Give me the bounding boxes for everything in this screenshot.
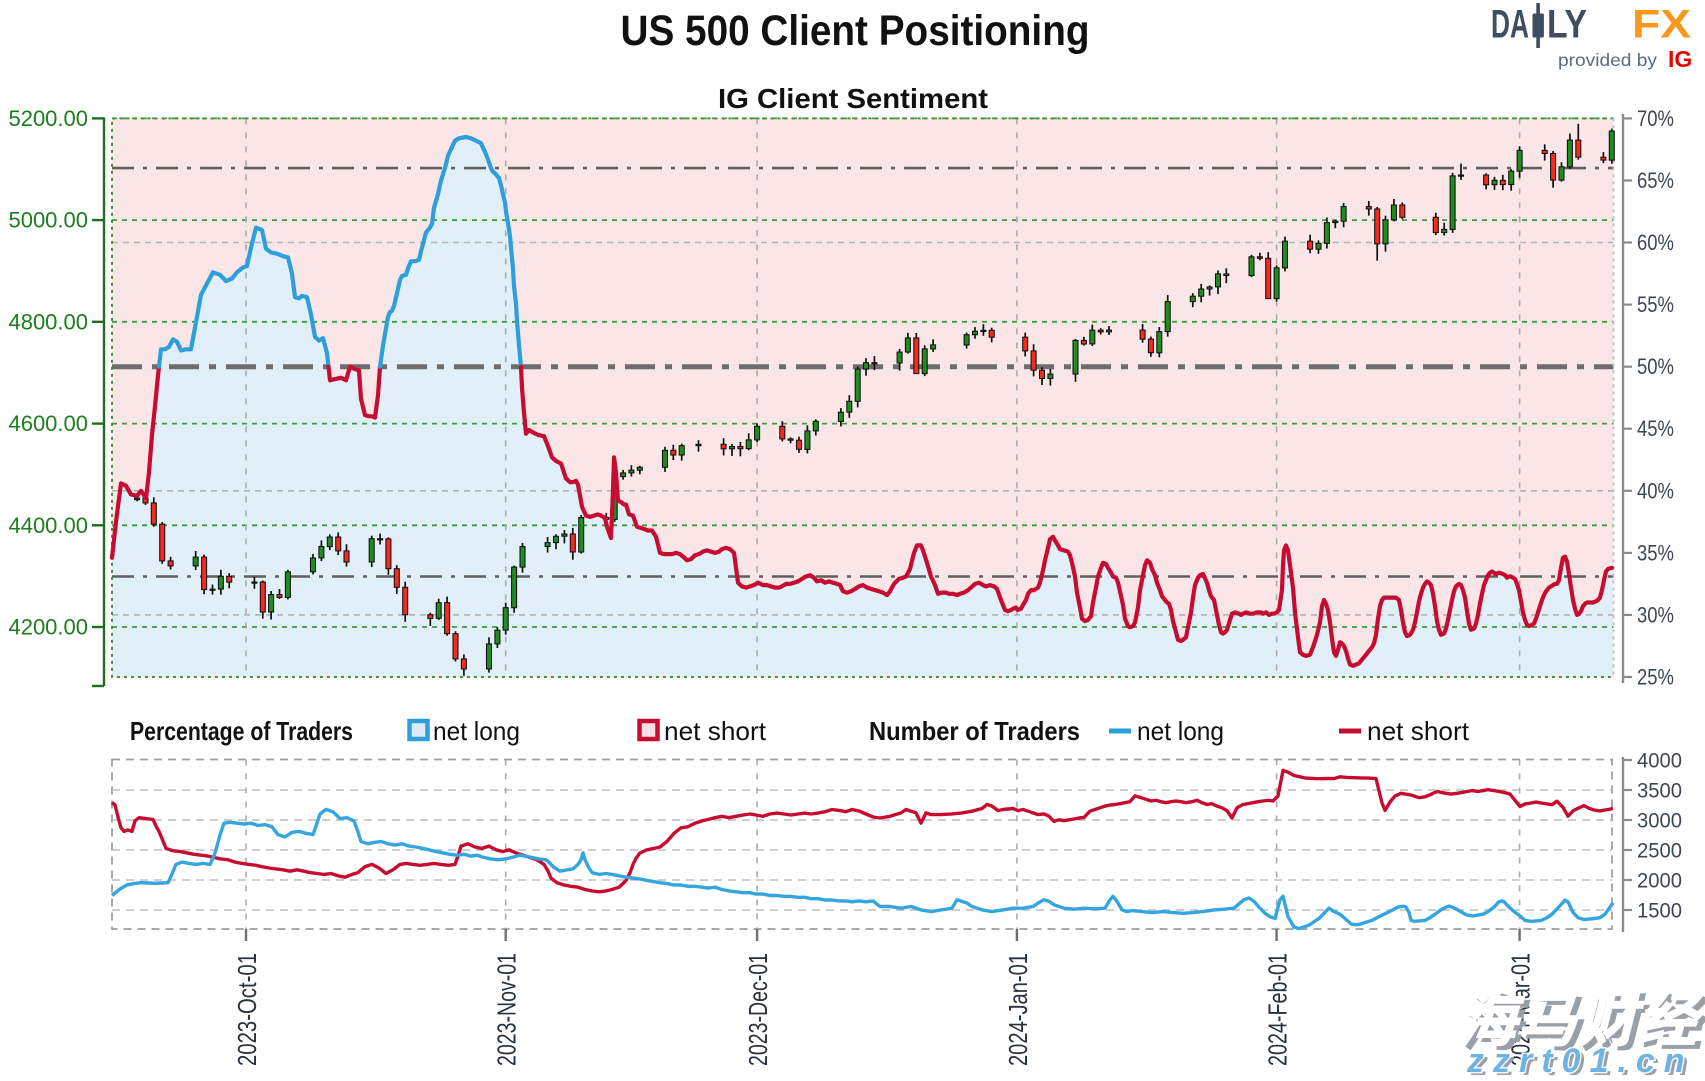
- svg-text:zzrt01.cn: zzrt01.cn: [1470, 1045, 1698, 1076]
- svg-text:4800.00: 4800.00: [8, 309, 88, 334]
- svg-text:provided by: provided by: [1558, 50, 1657, 70]
- svg-text:2024-Feb-01: 2024-Feb-01: [1263, 953, 1293, 1066]
- svg-text:2024-Jan-01: 2024-Jan-01: [1003, 953, 1033, 1066]
- svg-text:2023-Dec-01: 2023-Dec-01: [743, 953, 773, 1066]
- svg-text:FX: FX: [1632, 3, 1691, 47]
- svg-text:net long: net long: [1137, 716, 1224, 746]
- svg-text:net short: net short: [664, 716, 767, 746]
- svg-text:25%: 25%: [1637, 665, 1674, 690]
- svg-text:zzrt01.cn: zzrt01.cn: [1466, 1042, 1694, 1076]
- svg-text:海马财经: 海马财经: [1458, 988, 1703, 1053]
- svg-text:DA: DA: [1491, 3, 1529, 47]
- svg-text:40%: 40%: [1637, 478, 1674, 503]
- svg-text:2000: 2000: [1637, 870, 1682, 893]
- svg-text:zzrt01.cn: zzrt01.cn: [1466, 1042, 1694, 1076]
- svg-text:3000: 3000: [1637, 810, 1682, 833]
- svg-text:35%: 35%: [1637, 540, 1674, 565]
- svg-text:60%: 60%: [1637, 230, 1674, 255]
- svg-text:IG: IG: [1668, 46, 1692, 72]
- svg-text:Number of Traders: Number of Traders: [869, 716, 1080, 746]
- svg-text:2500: 2500: [1637, 840, 1682, 863]
- svg-text:4200.00: 4200.00: [8, 615, 88, 640]
- svg-text:LY: LY: [1547, 3, 1587, 47]
- svg-text:2023-Nov-01: 2023-Nov-01: [492, 953, 522, 1066]
- svg-text:4000: 4000: [1637, 750, 1682, 773]
- svg-text:net short: net short: [1367, 716, 1470, 746]
- svg-text:net long: net long: [433, 716, 520, 746]
- svg-text:2024-Mar-01: 2024-Mar-01: [1506, 953, 1536, 1066]
- svg-text:4600.00: 4600.00: [8, 411, 88, 436]
- svg-text:5200.00: 5200.00: [8, 106, 88, 131]
- svg-text:65%: 65%: [1637, 168, 1674, 193]
- svg-text:IG Client Sentiment: IG Client Sentiment: [718, 83, 988, 114]
- svg-text:4400.00: 4400.00: [8, 513, 88, 538]
- svg-text:45%: 45%: [1637, 416, 1674, 441]
- svg-text:海马财经: 海马财经: [1463, 992, 1705, 1057]
- svg-text:5000.00: 5000.00: [8, 208, 88, 233]
- svg-text:US 500 Client Positioning: US 500 Client Positioning: [621, 7, 1090, 55]
- svg-text:50%: 50%: [1637, 354, 1674, 379]
- svg-text:55%: 55%: [1637, 292, 1674, 317]
- svg-text:Percentage of Traders: Percentage of Traders: [130, 716, 353, 746]
- svg-text:30%: 30%: [1637, 602, 1674, 627]
- svg-text:2023-Oct-01: 2023-Oct-01: [232, 953, 262, 1066]
- svg-text:70%: 70%: [1637, 106, 1674, 131]
- svg-text:1500: 1500: [1637, 900, 1682, 923]
- svg-text:3500: 3500: [1637, 780, 1682, 803]
